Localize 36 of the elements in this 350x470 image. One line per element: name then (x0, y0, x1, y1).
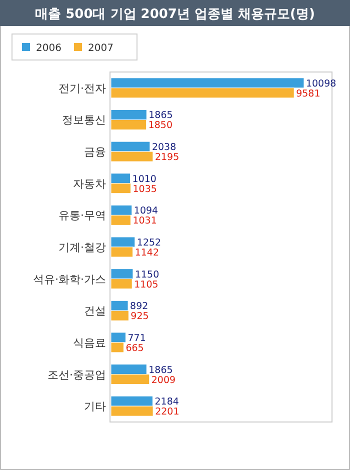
data-label: 1865 (148, 364, 173, 376)
data-label: 1094 (134, 206, 158, 217)
legend-label: 2007 (88, 43, 114, 54)
data-label: 1142 (134, 248, 160, 258)
data-label: 2038 (152, 142, 176, 154)
data-label: 2201 (155, 406, 180, 418)
data-label: 1031 (132, 216, 157, 227)
data-label: 2184 (154, 396, 179, 408)
y-tick-label: 전기·전자 (58, 82, 106, 95)
data-label: 1850 (148, 120, 173, 132)
data-label: 665 (126, 342, 144, 354)
y-tick-label: 유통·무역 (58, 209, 106, 222)
data-label: 1010 (132, 174, 156, 185)
data-label: 892 (130, 301, 148, 312)
data-label: 771 (128, 332, 146, 344)
chart-title: 매출 500대 기업 2007년 업종별 채용규모(명) (35, 7, 315, 22)
y-tick-label: 정보통신 (62, 114, 106, 127)
y-tick-label: 조선·중공업 (48, 368, 106, 382)
data-label: 10098 (306, 78, 336, 90)
y-tick-label: 식음료 (73, 336, 106, 350)
data-label: 1035 (132, 184, 157, 195)
y-tick-label: 건설 (84, 304, 106, 318)
y-tick-label: 금융 (84, 146, 106, 159)
data-label: 1150 (134, 269, 160, 280)
data-label: 1865 (148, 110, 173, 122)
y-tick-label: 자동차 (73, 177, 106, 190)
data-label: 2009 (151, 374, 176, 386)
data-label: 1252 (136, 238, 162, 248)
y-tick-label: 기타 (84, 400, 106, 414)
data-label: 2195 (154, 152, 180, 164)
y-tick-label: 석유·화학·가스 (33, 272, 106, 286)
data-label: 1105 (134, 279, 158, 290)
y-tick-label: 기계·철강 (58, 241, 106, 254)
data-label: 9581 (296, 88, 320, 100)
legend-label: 2006 (36, 43, 62, 54)
data-label: 925 (130, 311, 149, 322)
